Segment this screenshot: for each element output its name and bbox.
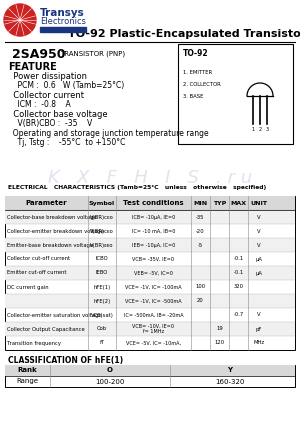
Text: TO-92: TO-92 (183, 49, 208, 58)
Text: Parameter: Parameter (26, 200, 67, 206)
Text: f= 1MHz: f= 1MHz (143, 329, 164, 334)
Text: V: V (257, 243, 261, 247)
Text: Operating and storage junction temperature range: Operating and storage junction temperatu… (8, 128, 208, 138)
Bar (5, 238, 295, 252)
Bar (5, 196, 295, 210)
Text: VCE(sat): VCE(sat) (91, 312, 113, 317)
Text: MHz: MHz (254, 340, 265, 346)
Text: DC current gain: DC current gain (7, 284, 49, 289)
Text: Test conditions: Test conditions (123, 200, 184, 206)
Text: V: V (257, 215, 261, 219)
Text: μA: μA (256, 270, 262, 275)
Text: IEB= -10μA, IC=0: IEB= -10μA, IC=0 (132, 243, 175, 247)
Text: TYP: TYP (213, 201, 226, 206)
Text: IC= -10 mA, IB=0: IC= -10 mA, IB=0 (132, 229, 175, 233)
Text: 3. BASE: 3. BASE (183, 94, 203, 99)
Text: 1. EMITTER: 1. EMITTER (183, 70, 212, 75)
Text: Emitter-base breakdown voltage: Emitter-base breakdown voltage (7, 243, 93, 247)
Text: Electronics: Electronics (40, 17, 86, 26)
Text: 3: 3 (266, 127, 268, 132)
Text: Symbol: Symbol (89, 201, 115, 206)
Text: ICBO: ICBO (96, 257, 108, 261)
Text: 160-320: 160-320 (215, 379, 245, 385)
Text: -5: -5 (198, 243, 203, 247)
Bar (5, 294, 295, 308)
Text: 100-200: 100-200 (95, 379, 125, 385)
Text: 19: 19 (216, 326, 223, 332)
Text: MIN: MIN (194, 201, 208, 206)
Text: fT: fT (99, 340, 105, 346)
Text: L I M I T E D: L I M I T E D (42, 28, 71, 31)
Text: 320: 320 (233, 284, 244, 289)
Text: 100: 100 (195, 284, 206, 289)
Text: K   X   F   H   I   S   . r u: K X F H I S . r u (48, 169, 252, 187)
Text: VCB= -35V, IE=0: VCB= -35V, IE=0 (133, 257, 175, 261)
Text: V: V (257, 229, 261, 233)
Text: hFE(2): hFE(2) (93, 298, 111, 303)
Text: Collector-emitter breakdown voltage: Collector-emitter breakdown voltage (7, 229, 104, 233)
Text: Collector base voltage: Collector base voltage (8, 110, 108, 119)
Text: IEBO: IEBO (96, 270, 108, 275)
Bar (5, 196, 295, 350)
Text: Emitter cut-off current: Emitter cut-off current (7, 270, 67, 275)
Text: TRANSISTOR (PNP): TRANSISTOR (PNP) (60, 50, 125, 57)
Text: VCE= -5V, IC= -10mA,: VCE= -5V, IC= -10mA, (126, 340, 181, 346)
Text: -0.1: -0.1 (233, 257, 244, 261)
Text: Collector current: Collector current (8, 91, 84, 99)
Text: pF: pF (256, 326, 262, 332)
Text: Y: Y (227, 368, 232, 374)
Text: TO-92 Plastic-Encapsulated Transistors: TO-92 Plastic-Encapsulated Transistors (68, 29, 300, 39)
Text: UNIT: UNIT (250, 201, 268, 206)
Text: V: V (257, 312, 261, 317)
Text: 20: 20 (197, 298, 204, 303)
Text: V(BR)ᴄᴇᴏ: V(BR)ᴄᴇᴏ (90, 215, 114, 219)
Bar (40, 27, 86, 32)
Text: Collector cut-off current: Collector cut-off current (7, 257, 70, 261)
Text: V(BR)ᴄᴇᴏ: V(BR)ᴄᴇᴏ (90, 229, 114, 233)
Text: VCB= -10V, IE=0: VCB= -10V, IE=0 (133, 324, 175, 329)
Text: 2: 2 (258, 127, 262, 132)
Text: Collector Output Capacitance: Collector Output Capacitance (7, 326, 85, 332)
Text: IC= -500mA, IB= -20mA: IC= -500mA, IB= -20mA (124, 312, 183, 317)
Text: ICB= -10μA, IE=0: ICB= -10μA, IE=0 (132, 215, 175, 219)
Text: ELECTRICAL   CHARACTERISTICS (Tamb=25°C   unless   otherwise   specified): ELECTRICAL CHARACTERISTICS (Tamb=25°C un… (8, 185, 266, 190)
Text: -35: -35 (196, 215, 205, 219)
Text: Transition frequency: Transition frequency (7, 340, 61, 346)
Bar (178, 44, 293, 144)
Text: FEATURE: FEATURE (8, 62, 57, 72)
Text: CLASSIFICATION OF hFE(1): CLASSIFICATION OF hFE(1) (8, 356, 123, 365)
Text: hFE(1): hFE(1) (93, 284, 111, 289)
Text: Rank: Rank (18, 368, 38, 374)
Text: -20: -20 (196, 229, 205, 233)
Text: VCE= -1V, IC= -100mA: VCE= -1V, IC= -100mA (125, 284, 182, 289)
Circle shape (4, 4, 36, 36)
Text: 2. COLLECTOR: 2. COLLECTOR (183, 82, 221, 87)
Text: PCM :  0.6   W (Tamb=25°C): PCM : 0.6 W (Tamb=25°C) (8, 81, 124, 90)
Text: 120: 120 (214, 340, 225, 346)
Text: Collector-emitter saturation voltage: Collector-emitter saturation voltage (7, 312, 102, 317)
Text: 1: 1 (251, 127, 255, 132)
Text: MAX: MAX (230, 201, 247, 206)
Bar (5, 365, 295, 376)
Text: VCE= -1V, IC= -500mA: VCE= -1V, IC= -500mA (125, 298, 182, 303)
Text: -0.1: -0.1 (233, 270, 244, 275)
Text: Transys: Transys (40, 8, 85, 18)
Bar (5, 322, 295, 336)
Bar (5, 210, 295, 224)
Text: O: O (107, 368, 113, 374)
Bar (5, 365, 295, 387)
Text: -0.7: -0.7 (233, 312, 244, 317)
Text: VEB= -5V, IC=0: VEB= -5V, IC=0 (134, 270, 173, 275)
Text: 2SA950: 2SA950 (12, 48, 65, 61)
Text: μA: μA (256, 257, 262, 261)
Text: Cob: Cob (97, 326, 107, 332)
Text: Collector-base breakdown voltage: Collector-base breakdown voltage (7, 215, 97, 219)
Text: ICM :  -0.8    A: ICM : -0.8 A (8, 100, 71, 109)
Text: V(BR)CBO :  -35    V: V(BR)CBO : -35 V (8, 119, 92, 128)
Text: Power dissipation: Power dissipation (8, 71, 87, 80)
Text: Tj, Tstg :    -55°C  to +150°C: Tj, Tstg : -55°C to +150°C (8, 138, 125, 147)
Bar (5, 266, 295, 280)
Text: Range: Range (16, 379, 38, 385)
Text: V(BR)ᴇᴇᴏ: V(BR)ᴇᴇᴏ (90, 243, 114, 247)
